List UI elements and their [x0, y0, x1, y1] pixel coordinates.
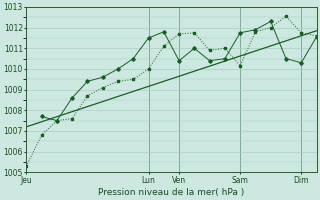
X-axis label: Pression niveau de la mer( hPa ): Pression niveau de la mer( hPa ): [98, 188, 244, 197]
